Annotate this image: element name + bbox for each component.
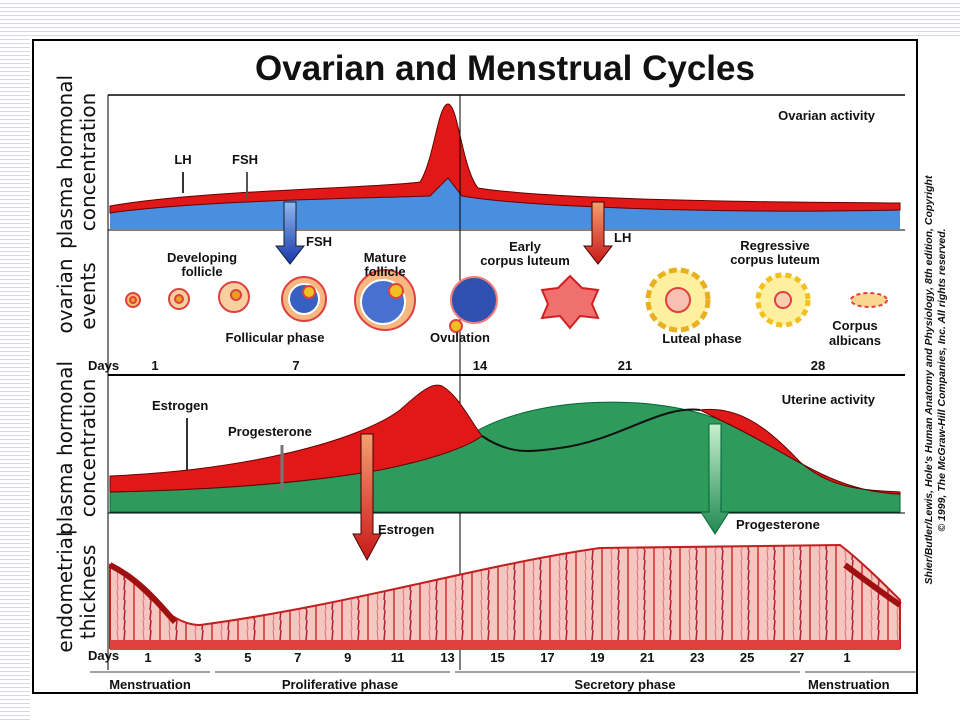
estrogen-line (481, 408, 701, 452)
day-label: 27 (790, 650, 804, 665)
day-label: 17 (540, 650, 554, 665)
credit: © 1999, The McGraw-Hill Companies, Inc. … (936, 228, 948, 531)
axis-label: concentration (76, 93, 100, 232)
day-label: 11 (391, 650, 405, 665)
follicles (125, 267, 888, 333)
phase-label: Proliferative phase (282, 677, 398, 692)
axis-label: thickness (76, 545, 100, 639)
panel-label: Uterine activity (782, 392, 876, 407)
stage-label: Corpus (832, 318, 878, 333)
arrow-label: Estrogen (378, 522, 434, 537)
day-label: 19 (590, 650, 604, 665)
days: 1 3 5 7 9 11 13 15 17 19 21 23 25 27 1 (144, 650, 850, 665)
days-label: Days (88, 648, 119, 663)
day-label: 1 (151, 358, 158, 373)
days-label: Days (88, 358, 119, 373)
phase-label: Luteal phase (662, 331, 741, 346)
estrogen-area (109, 384, 483, 493)
hormone-label: Estrogen (152, 398, 208, 413)
shedding (108, 562, 178, 624)
day-label: 13 (440, 650, 454, 665)
day-label: 14 (473, 358, 488, 373)
arrow (582, 201, 614, 265)
hormone-label: FSH (232, 152, 258, 167)
day-label: 21 (618, 358, 632, 373)
stage-label: follicle (364, 264, 405, 279)
stage-label: Regressive (740, 238, 809, 253)
days: 1 7 14 21 28 (151, 358, 825, 373)
axis-label: endometrial (53, 531, 77, 652)
arrow-label: LH (614, 230, 631, 245)
axis-label: events (76, 262, 100, 329)
stage-label: corpus luteum (730, 252, 820, 267)
phase-label: Secretory phase (574, 677, 675, 692)
content: Ovarian and Menstrual Cycles plasma horm… (53, 49, 917, 692)
stage-label: follicle (181, 264, 222, 279)
hormone-label: Progesterone (228, 424, 312, 439)
panel-label: Ovarian activity (778, 108, 876, 123)
day-label: 7 (292, 358, 299, 373)
arrow (274, 201, 306, 265)
axis-label: plasma hormonal (53, 361, 77, 535)
stage-label: Mature (364, 250, 407, 265)
day-label: 1 (144, 650, 151, 665)
stage-label: Early (509, 239, 542, 254)
axis-label: ovarian (53, 258, 77, 333)
arrow-label: Progesterone (736, 517, 820, 532)
credit: Shier/Butler/Lewis, Hole's Human Anatomy… (923, 175, 935, 584)
day-label: 1 (843, 650, 850, 665)
axis-label: plasma hormonal (53, 75, 77, 249)
phase-label: Ovulation (430, 330, 490, 345)
axis-label: concentration (76, 379, 100, 518)
day-label: 23 (690, 650, 704, 665)
day-label: 5 (244, 650, 251, 665)
lh-area (109, 103, 901, 214)
phase-label: Menstruation (109, 677, 191, 692)
phase-label: Menstruation (808, 677, 890, 692)
estrogen-area (698, 408, 901, 495)
day-label: 3 (194, 650, 201, 665)
day-label: 7 (294, 650, 301, 665)
basal-layer (110, 640, 900, 650)
arrow-label: FSH (306, 234, 332, 249)
day-label: 9 (344, 650, 351, 665)
title: Ovarian and Menstrual Cycles (255, 49, 755, 88)
day-label: 25 (740, 650, 754, 665)
stage-label: albicans (829, 333, 881, 348)
stage-label: Developing (167, 250, 237, 265)
arrow (352, 433, 382, 562)
hormone-label: LH (174, 152, 191, 167)
shedding (843, 562, 902, 608)
stage-label: corpus luteum (480, 253, 570, 268)
arrow (700, 423, 730, 535)
day-label: 15 (490, 650, 504, 665)
phase-label: Follicular phase (226, 330, 325, 345)
axis-labels: plasma hormonal concentration ovarian ev… (53, 75, 100, 653)
day-label: 28 (811, 358, 825, 373)
day-label: 21 (640, 650, 654, 665)
fsh-area (110, 178, 900, 229)
